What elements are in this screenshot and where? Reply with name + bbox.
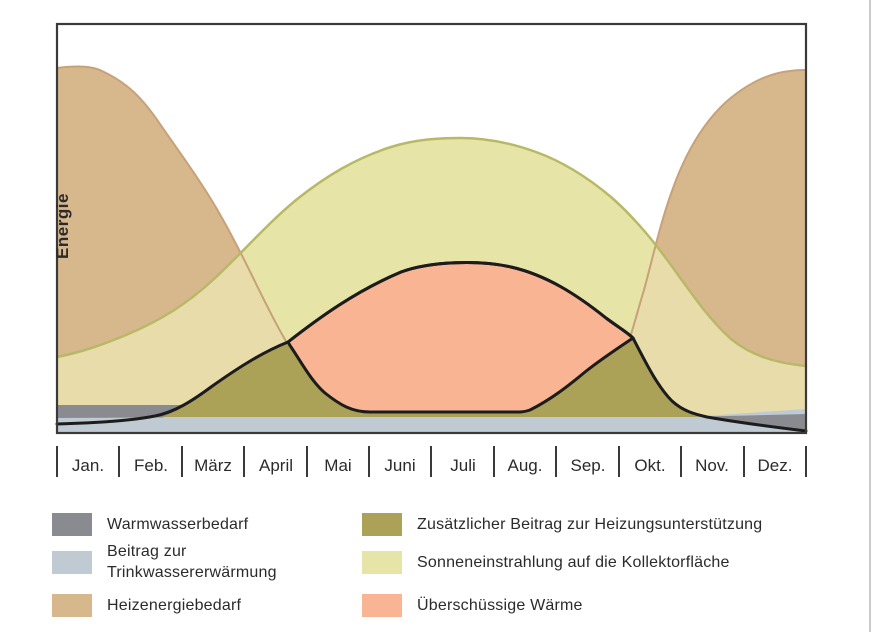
- legend-swatch-heizungsunterstuetzung: [362, 513, 402, 536]
- legend-swatch-sonneneinstrahlung: [362, 551, 402, 574]
- legend-swatch-warmwasserbedarf: [52, 513, 92, 536]
- month-labels: Jan. Feb. März April Mai Juni Juli Aug. …: [72, 456, 793, 475]
- legend-swatch-heizenergiebedarf: [52, 594, 92, 617]
- month-ticks: [56, 446, 807, 477]
- month-label: Feb.: [134, 456, 168, 475]
- month-label: Aug.: [508, 456, 543, 475]
- legend-swatch-ueberschuessige-waerme: [362, 594, 402, 617]
- page-edge-line: [869, 0, 871, 632]
- legend-label: Warmwasserbedarf: [107, 516, 249, 533]
- month-label: Okt.: [634, 456, 665, 475]
- legend-item-heizenergiebedarf: Heizenergiebedarf: [52, 594, 241, 617]
- energy-chart: Energie Jan. Feb. März April Mai Juni Ju…: [53, 22, 808, 477]
- month-label: Juli: [450, 456, 476, 475]
- month-label: März: [194, 456, 232, 475]
- legend-item-ueberschuessige-waerme: Überschüssige Wärme: [362, 594, 583, 617]
- legend-item-sonneneinstrahlung: Sonneneinstrahlung auf die Kollektorfläc…: [362, 551, 730, 574]
- plot-frame: [55, 22, 808, 435]
- legend-label: Sonneneinstrahlung auf die Kollektorfläc…: [417, 554, 730, 571]
- month-label: Sep.: [571, 456, 606, 475]
- legend-label: Beitrag zur Trinkwassererwärmung: [107, 543, 277, 581]
- line-sonneneinstrahlung: [56, 136, 807, 368]
- legend-swatch-trinkwassererwaermung: [52, 550, 92, 574]
- legend-label: Überschüssige Wärme: [417, 597, 583, 614]
- band-trinkwasser: [57, 417, 806, 433]
- month-label: April: [259, 456, 293, 475]
- month-label: Jan.: [72, 456, 104, 475]
- legend-item-heizungsunterstuetzung: Zusätzlicher Beitrag zur Heizungsunterst…: [362, 513, 762, 536]
- legend-label: Zusätzlicher Beitrag zur Heizungsunterst…: [417, 516, 763, 533]
- month-label: Mai: [324, 456, 351, 475]
- month-label: Juni: [384, 456, 415, 475]
- legend-item-trinkwassererwaermung: Beitrag zur Trinkwassererwärmung: [52, 541, 277, 583]
- legend-label: Heizenergiebedarf: [107, 597, 242, 614]
- month-label: Dez.: [758, 456, 793, 475]
- month-label: Nov.: [695, 456, 729, 475]
- legend-item-warmwasserbedarf: Warmwasserbedarf: [52, 513, 248, 536]
- y-axis-label: Energie: [53, 193, 72, 259]
- line-deckungskurve: [55, 261, 808, 433]
